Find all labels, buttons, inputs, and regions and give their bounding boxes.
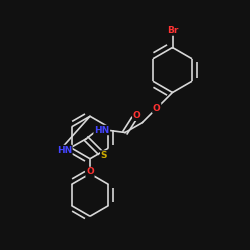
Text: HN: HN	[94, 126, 110, 134]
Text: O: O	[133, 111, 140, 120]
Text: HN: HN	[56, 146, 72, 154]
Text: S: S	[101, 151, 107, 160]
Text: O: O	[86, 168, 94, 176]
Text: Br: Br	[167, 26, 178, 35]
Text: O: O	[153, 104, 160, 113]
